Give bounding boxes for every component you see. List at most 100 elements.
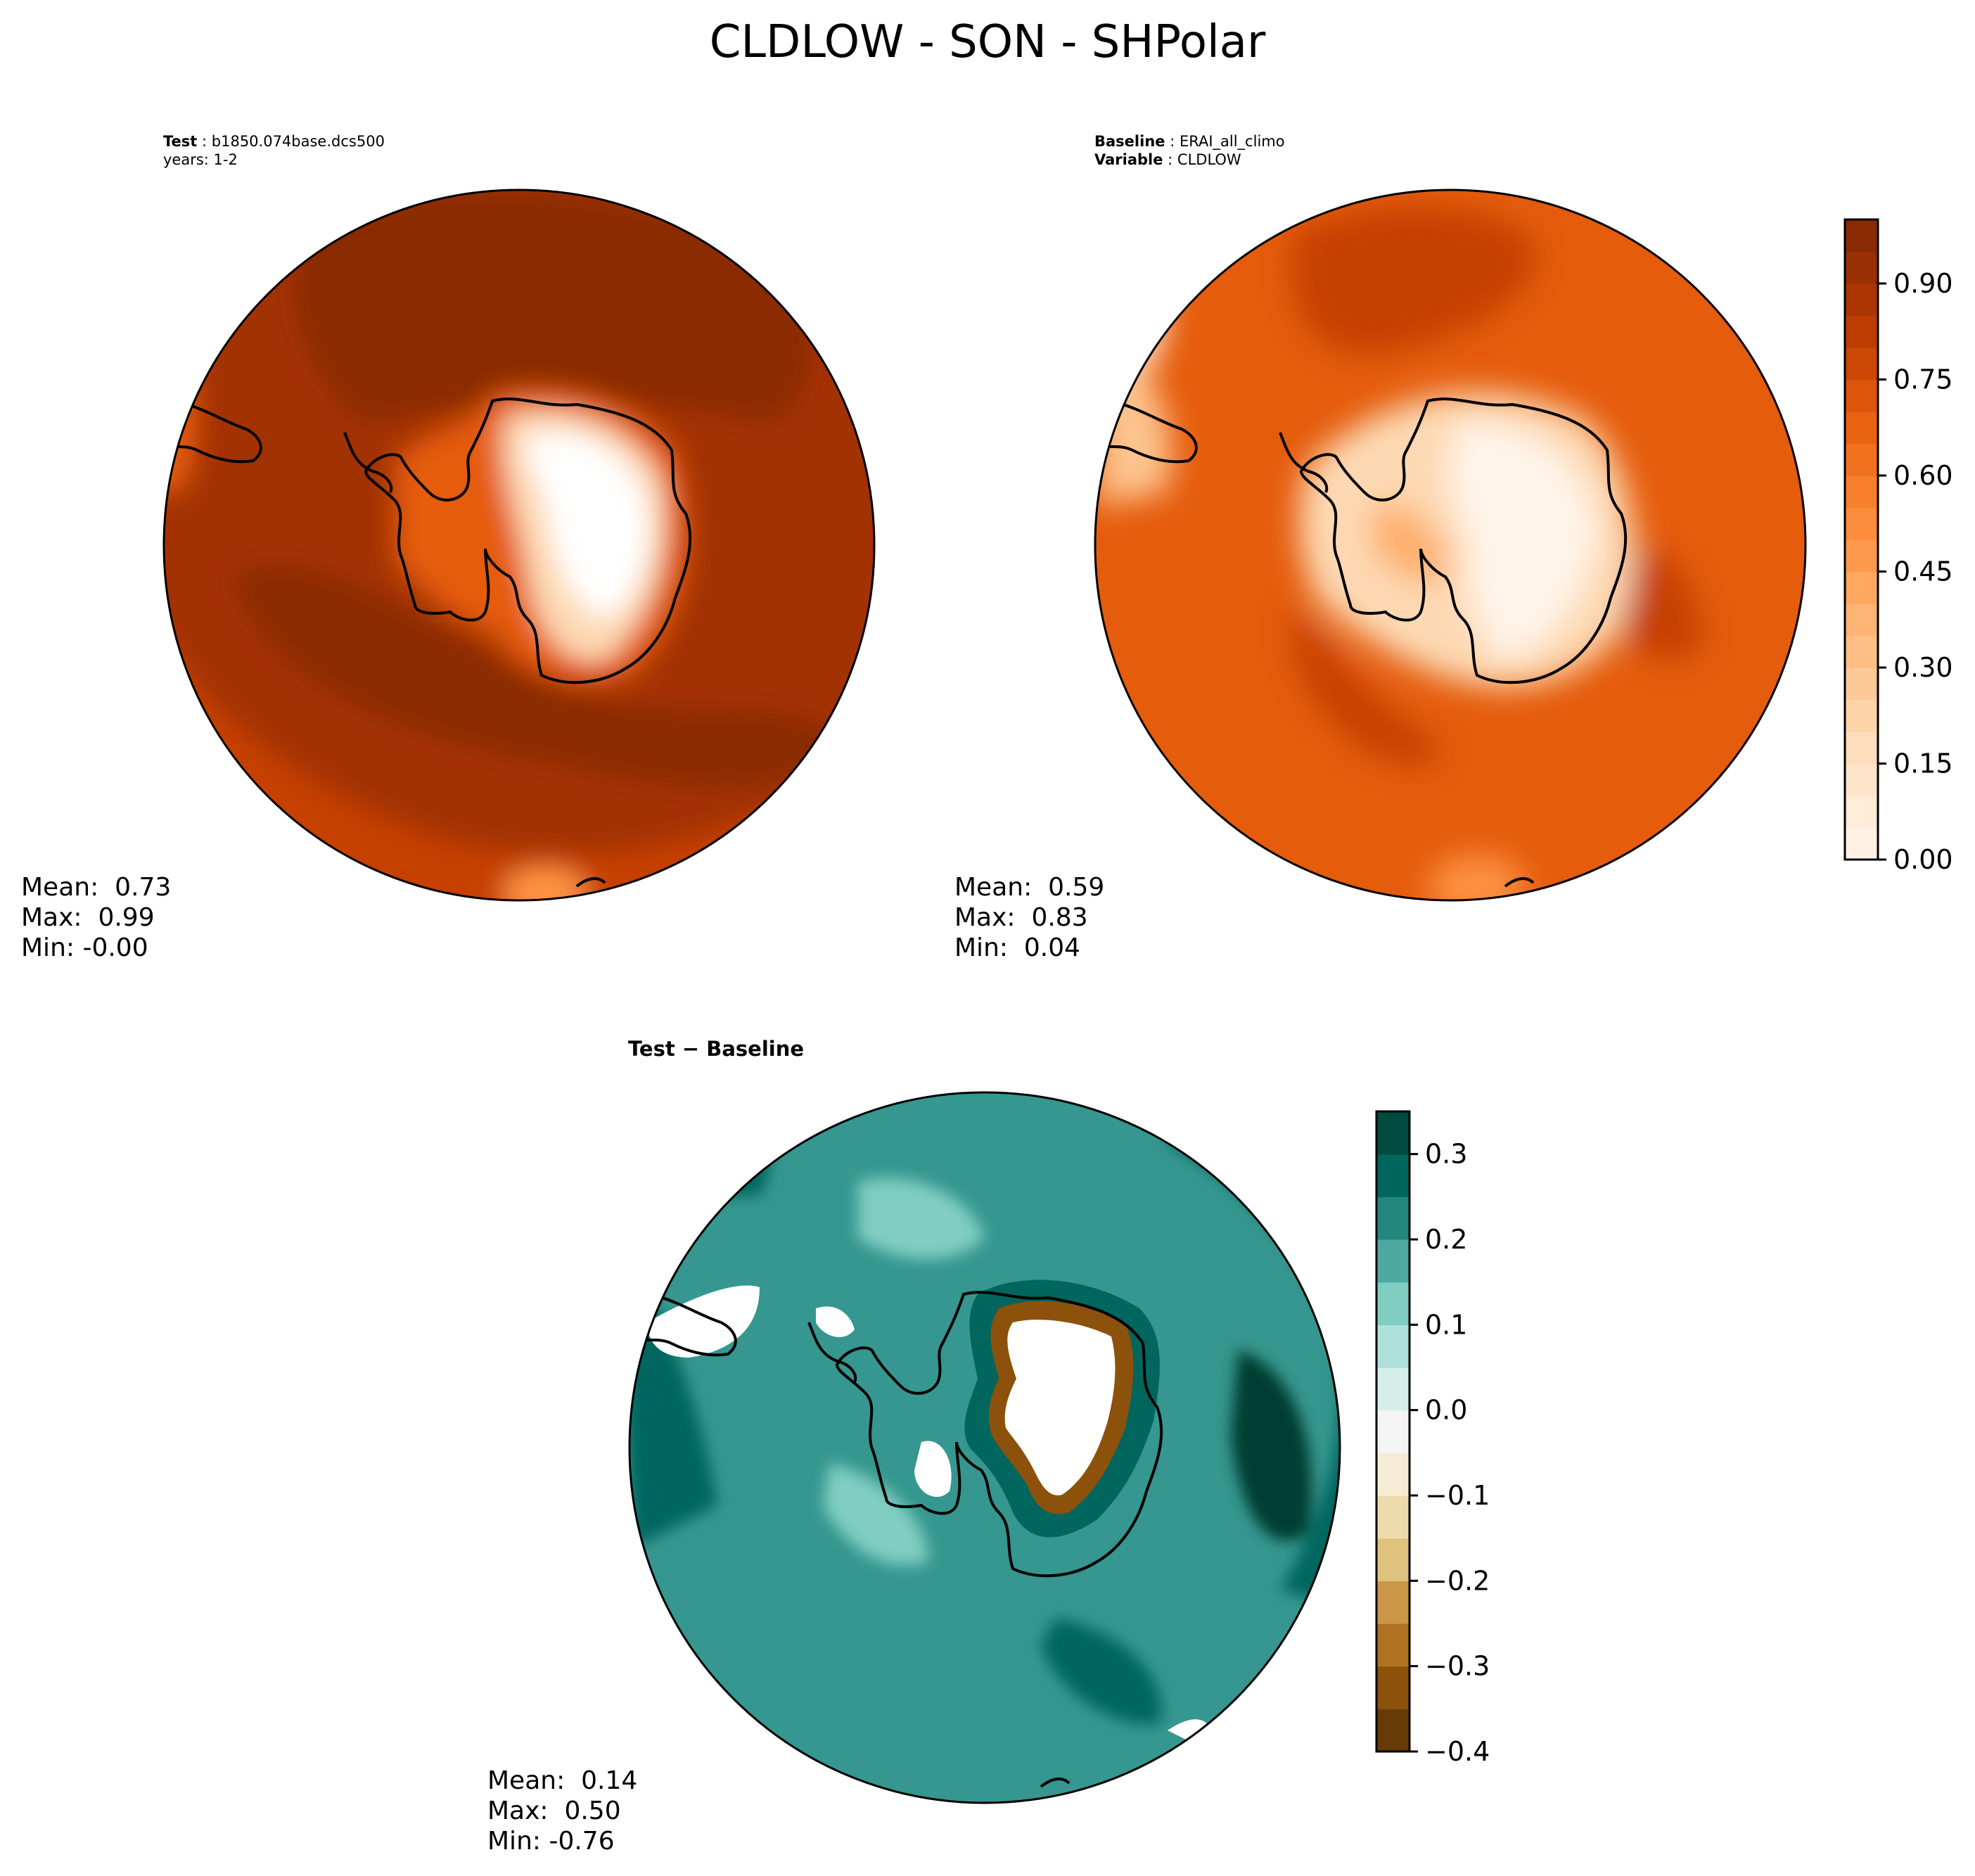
difference-blank-patch-2: [914, 1441, 952, 1498]
difference-colorbar-level-10: [1376, 1282, 1410, 1325]
difference-south-america-coastline: [635, 1293, 737, 1357]
baseline-colorbar-level-9: [1845, 540, 1878, 573]
baseline-colorbar-tick-label-1: 0.15: [1893, 748, 1953, 779]
test-high-cloud-band-2: [232, 566, 844, 786]
test-min: Min: -0.00: [21, 933, 148, 962]
difference-colorbar-level-9: [1376, 1325, 1410, 1368]
variable-value: CLDLOW: [1177, 151, 1241, 168]
difference-antarctica-coastline: [835, 1291, 1163, 1578]
baseline-meta: Baseline : ERAI_all_climo Variable : CLD…: [1094, 132, 1285, 169]
baseline-colorbar-level-6: [1845, 635, 1878, 668]
baseline-interior-core: [1449, 422, 1597, 661]
baseline-colorbar-level-0: [1845, 827, 1878, 860]
test-label: Test: [163, 133, 198, 150]
test-max: Max: 0.99: [21, 903, 155, 932]
test-bottom-patch: [503, 865, 587, 900]
baseline-australia-coastline: [1504, 877, 1535, 888]
test-meta: Test : b1850.074base.dcs500 years: 1-2: [163, 132, 385, 169]
baseline-colorbar-tick-label-0: 0.00: [1893, 844, 1953, 875]
test-value: b1850.074base.dcs500: [211, 133, 385, 150]
baseline-high-cloud-band-3: [1611, 546, 1702, 661]
baseline-label: Baseline: [1094, 133, 1165, 150]
difference-colorbar-tick-label-1: −0.3: [1425, 1651, 1490, 1682]
difference-colorbar-level-4: [1376, 1538, 1410, 1581]
baseline-colorbar-level-4: [1845, 699, 1878, 732]
difference-colorbar: −0.4 −0.3 −0.2 −0.1 0.0 0.1 0.2 0.3: [1375, 1110, 1490, 1767]
difference-colorbar-tick-label-5: 0.1: [1425, 1309, 1467, 1340]
difference-map-border: [628, 1091, 1341, 1804]
difference-title: Test − Baseline: [628, 1037, 805, 1061]
test-map-border: [162, 189, 876, 902]
difference-colorbar-tick-label-3: −0.1: [1425, 1480, 1490, 1511]
baseline-max: Max: 0.83: [954, 903, 1088, 932]
baseline-map: [1094, 189, 1807, 902]
difference-colorbar-level-6: [1376, 1453, 1410, 1496]
baseline-colorbar-level-5: [1845, 668, 1878, 701]
baseline-colorbar-level-13: [1845, 411, 1878, 445]
difference-colorbar-level-14: [1376, 1111, 1410, 1155]
figure-title: CLDLOW - SON - SHPolar: [709, 16, 1266, 68]
test-separator: :: [197, 133, 212, 150]
test-interior-core: [525, 432, 648, 619]
baseline-colorbar-tick-label-2: 0.30: [1893, 652, 1953, 683]
difference-australia-coastline: [1040, 1778, 1070, 1788]
difference-interior-blank: [1004, 1320, 1116, 1495]
test-left-band: [164, 295, 198, 492]
difference-colorbar-level-8: [1376, 1367, 1410, 1411]
baseline-colorbar-level-14: [1845, 379, 1878, 412]
difference-blank-south-america: [647, 1285, 760, 1358]
baseline-colorbar-level-3: [1845, 732, 1878, 765]
difference-colorbar-level-2: [1376, 1623, 1410, 1667]
baseline-mean: Mean: 0.59: [954, 873, 1105, 902]
baseline-colorbar-level-12: [1845, 443, 1878, 476]
difference-colorbar-level-13: [1376, 1154, 1410, 1197]
baseline-colorbar-level-15: [1845, 347, 1878, 381]
difference-south-band: [1041, 1618, 1162, 1725]
difference-east-core: [1231, 1351, 1312, 1541]
difference-colorbar-level-11: [1376, 1239, 1410, 1283]
baseline-colorbar-level-18: [1845, 251, 1878, 284]
baseline-value: ERAI_all_climo: [1179, 133, 1285, 150]
difference-colorbar-level-12: [1376, 1197, 1410, 1240]
baseline-colorbar-level-10: [1845, 507, 1878, 540]
difference-colorbar-tick-label-7: 0.3: [1425, 1139, 1467, 1170]
test-antarctica-coastline: [364, 397, 692, 684]
difference-colorbar-level-1: [1376, 1666, 1410, 1709]
difference-blank-patch-1: [816, 1306, 855, 1337]
baseline-colorbar-level-17: [1845, 283, 1878, 317]
baseline-peninsula-verylow: [1097, 211, 1166, 366]
difference-colorbar-level-0: [1376, 1709, 1410, 1752]
difference-mean: Mean: 0.14: [487, 1766, 638, 1795]
baseline-map-border: [1094, 189, 1807, 902]
test-australia-coastline: [575, 877, 606, 888]
difference-stats: Mean: 0.14 Max: 0.50 Min: -0.76: [487, 1766, 637, 1856]
baseline-antarctica-coastline: [1299, 397, 1628, 684]
difference-max: Max: 0.50: [487, 1797, 621, 1825]
test-years: years: 1-2: [163, 151, 238, 168]
baseline-bottom-patch: [1428, 855, 1526, 900]
baseline-high-cloud-band: [1291, 206, 1535, 355]
test-peninsula-low: [164, 211, 211, 366]
baseline-colorbar-tick-label-4: 0.60: [1893, 460, 1953, 491]
baseline-colorbar-level-11: [1845, 476, 1878, 509]
difference-colorbar-level-5: [1376, 1495, 1410, 1539]
difference-south-low: [823, 1463, 928, 1566]
baseline-colorbar: 0.00 0.15 0.30 0.45 0.60 0.75 0.90: [1843, 218, 1953, 875]
baseline-colorbar-frame: [1843, 218, 1879, 861]
difference-nw-band: [703, 1092, 772, 1196]
difference-colorbar-frame: [1375, 1110, 1411, 1753]
baseline-colorbar-level-16: [1845, 315, 1878, 348]
difference-colorbar-tick-label-4: 0.0: [1425, 1395, 1467, 1426]
baseline-colorbar-level-8: [1845, 571, 1878, 604]
variable-label: Variable: [1094, 151, 1163, 168]
baseline-south-america-coastline: [1096, 400, 1198, 464]
test-map: [162, 189, 876, 902]
test-stats: Mean: 0.73 Max: 0.99 Min: -0.00: [21, 872, 171, 963]
difference-min: Min: -0.76: [487, 1827, 615, 1856]
difference-map: [628, 1091, 1341, 1804]
baseline-high-cloud-band-2: [1291, 605, 1438, 766]
baseline-colorbar-level-1: [1845, 796, 1878, 829]
baseline-min: Min: 0.04: [954, 933, 1081, 962]
difference-north-low: [858, 1178, 985, 1259]
